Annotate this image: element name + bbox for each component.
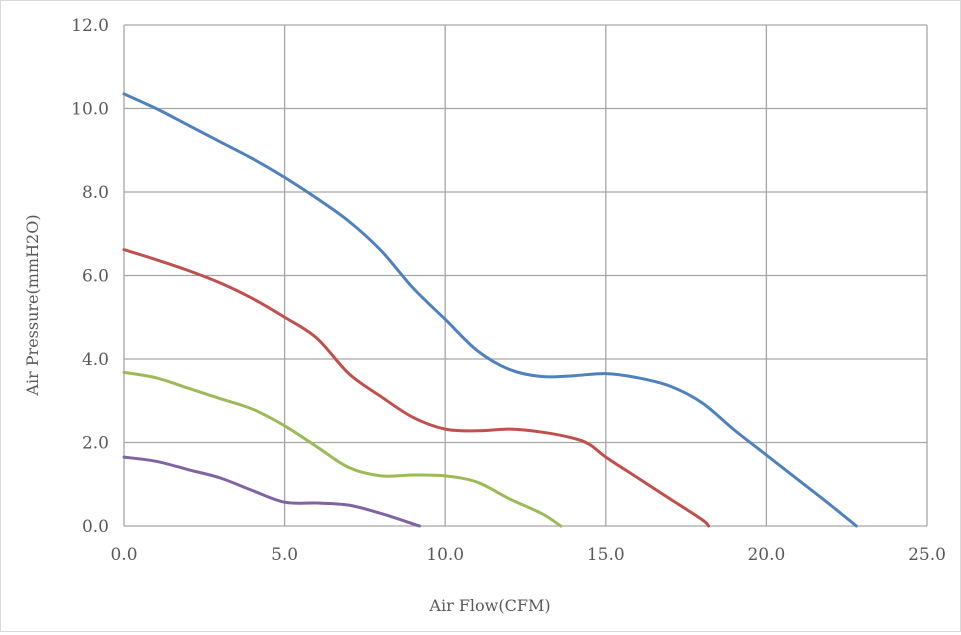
series-line-3 (122, 370, 563, 528)
y-tick-label: 12.0 (71, 16, 109, 36)
y-tick-label: 10.0 (71, 100, 109, 120)
x-axis-title: Air Flow(CFM) (428, 596, 550, 615)
tick-labels: 0.0 5.0 10.0 15.0 20.0 25.0 0.0 2.0 4.0 6.0 8.0 10.… (71, 16, 946, 565)
series-lines (122, 92, 858, 528)
x-tick-label: 25.0 (908, 545, 946, 565)
x-tick-label: 10.0 (426, 545, 464, 565)
x-tick-label: 20.0 (747, 545, 785, 565)
series-line-4 (122, 455, 421, 528)
y-tick-label: 8.0 (82, 183, 109, 203)
y-axis-title: Air Pressure(mmH2O) (23, 214, 42, 396)
y-tick-label: 0.0 (82, 517, 109, 537)
x-tick-label: 0.0 (110, 545, 137, 565)
x-tick-label: 5.0 (271, 545, 298, 565)
x-tick-label: 15.0 (587, 545, 625, 565)
gridlines (123, 24, 928, 527)
y-tick-label: 2.0 (82, 434, 109, 454)
y-tick-label: 6.0 (82, 267, 109, 287)
series-line-1 (122, 92, 858, 528)
series-line-2 (122, 248, 711, 528)
y-tick-label: 4.0 (82, 350, 109, 370)
